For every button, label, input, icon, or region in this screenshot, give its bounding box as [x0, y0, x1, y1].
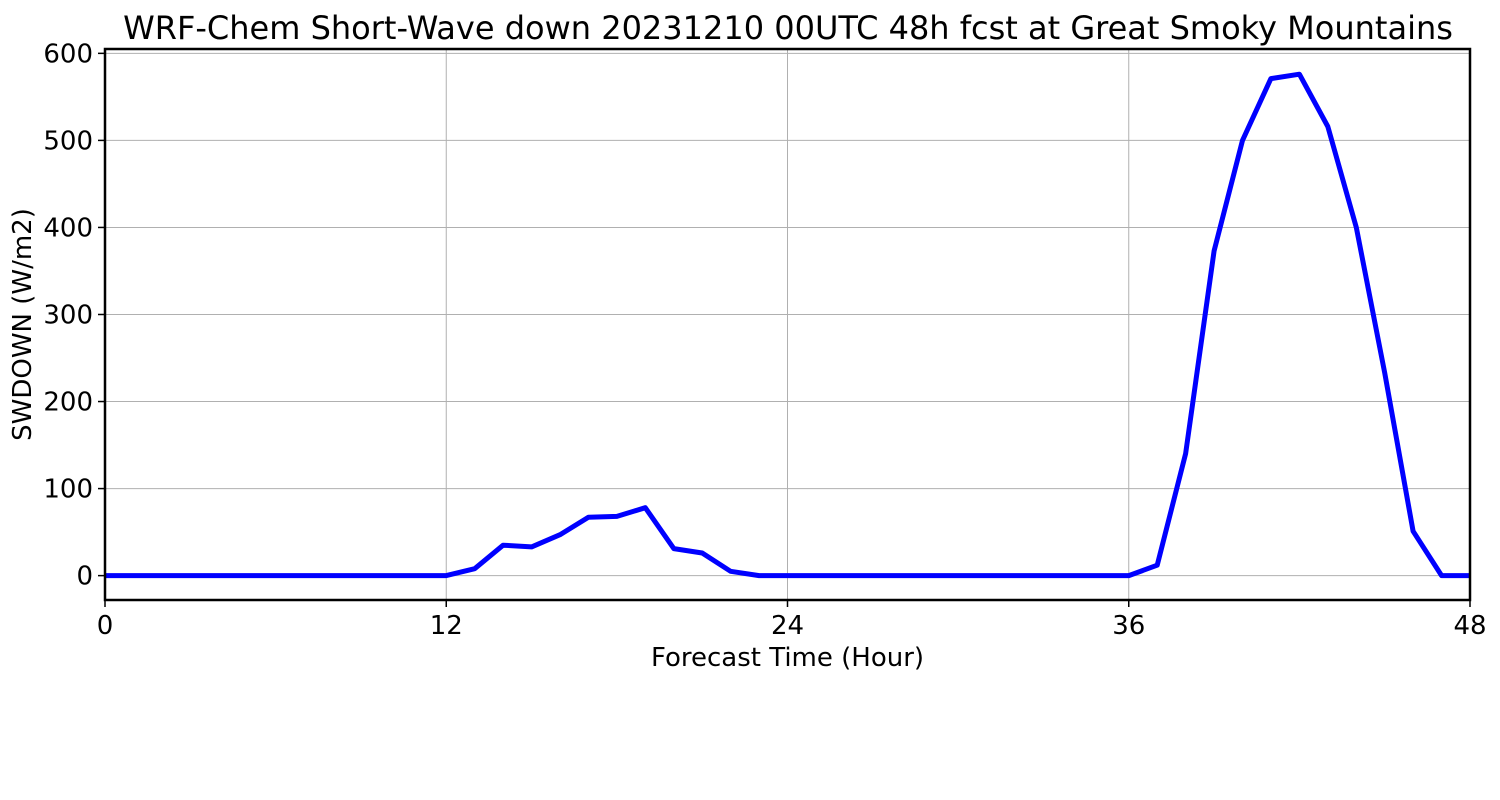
y-tick-label: 0 — [76, 562, 93, 592]
y-axis-label: SWDOWN (W/m2) — [8, 208, 38, 441]
grid — [104, 49, 1471, 600]
axis-ticks: 0 12 24 36 48 0 100 200 300 400 500 600 — [43, 39, 1486, 641]
y-tick-label: 200 — [43, 388, 93, 418]
y-tick-label: 500 — [43, 126, 93, 156]
x-tick-label: 24 — [771, 611, 804, 641]
series-layer — [105, 71, 1470, 579]
x-tick-label: 0 — [97, 611, 114, 641]
x-axis-label: Forecast Time (Hour) — [651, 643, 924, 673]
x-tick-label: 12 — [430, 611, 463, 641]
y-tick-label: 400 — [43, 213, 93, 243]
y-tick-label: 600 — [43, 39, 93, 69]
y-tick-label: 100 — [43, 475, 93, 505]
chart-title: WRF-Chem Short-Wave down 20231210 00UTC … — [123, 9, 1453, 47]
series-line — [105, 71, 1470, 579]
x-tick-label: 36 — [1112, 611, 1145, 641]
x-tick-label: 48 — [1453, 611, 1486, 641]
y-tick-label: 300 — [43, 300, 93, 330]
